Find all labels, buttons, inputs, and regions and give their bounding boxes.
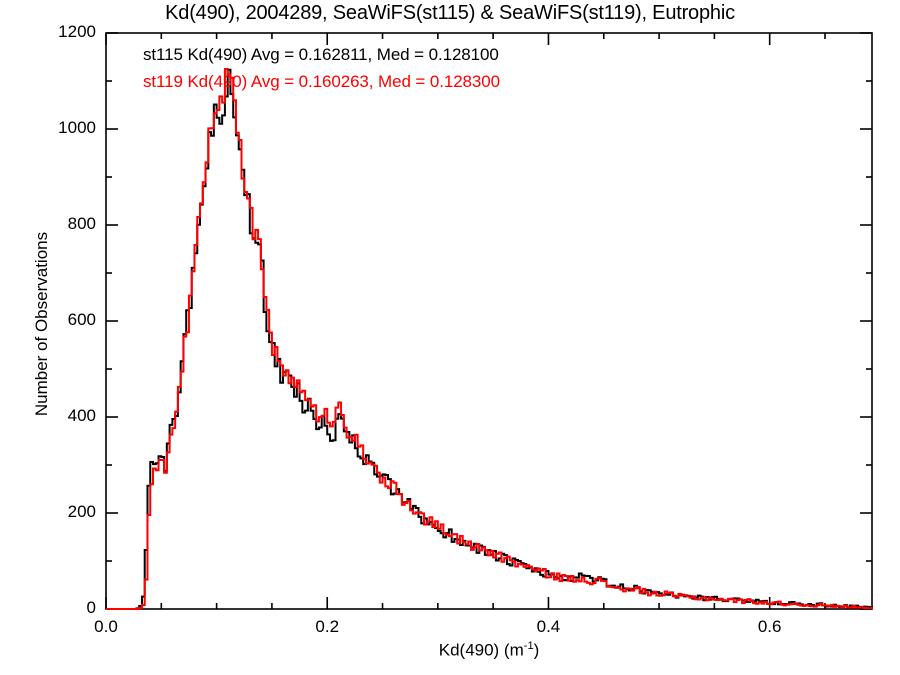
plot-frame <box>105 32 873 610</box>
y-tick-label: 0 <box>86 598 96 617</box>
annotation-st115: st115 Kd(490) Avg = 0.162811, Med = 0.12… <box>143 45 499 64</box>
annotation-st119: st119 Kd(490) Avg = 0.160263, Med = 0.12… <box>143 72 500 91</box>
x-tick-label: 0.4 <box>536 617 561 636</box>
x-axis-label-suffix: ) <box>533 640 540 660</box>
x-tick-label: 0.6 <box>757 617 782 636</box>
axis-ticks <box>105 32 872 610</box>
x-axis-label: Kd(490) (m-1) <box>106 640 872 661</box>
x-tick-label: 0.0 <box>94 617 118 636</box>
y-tick-label: 600 <box>67 310 96 329</box>
y-tick-label: 400 <box>67 406 96 425</box>
x-axis-label-exponent: -1 <box>523 640 534 652</box>
y-tick-label: 1000 <box>58 118 96 137</box>
y-tick-label: 1200 <box>58 22 96 41</box>
x-axis-label-prefix: Kd(490) (m <box>438 640 524 660</box>
histogram-series-2 <box>106 68 873 610</box>
x-tick-label: 0.2 <box>315 617 340 636</box>
histogram-series-1 <box>106 68 873 610</box>
y-tick-label: 800 <box>67 214 96 233</box>
y-tick-label: 200 <box>67 502 96 521</box>
chart-title: Kd(490), 2004289, SeaWiFS(st115) & SeaWi… <box>165 2 735 24</box>
